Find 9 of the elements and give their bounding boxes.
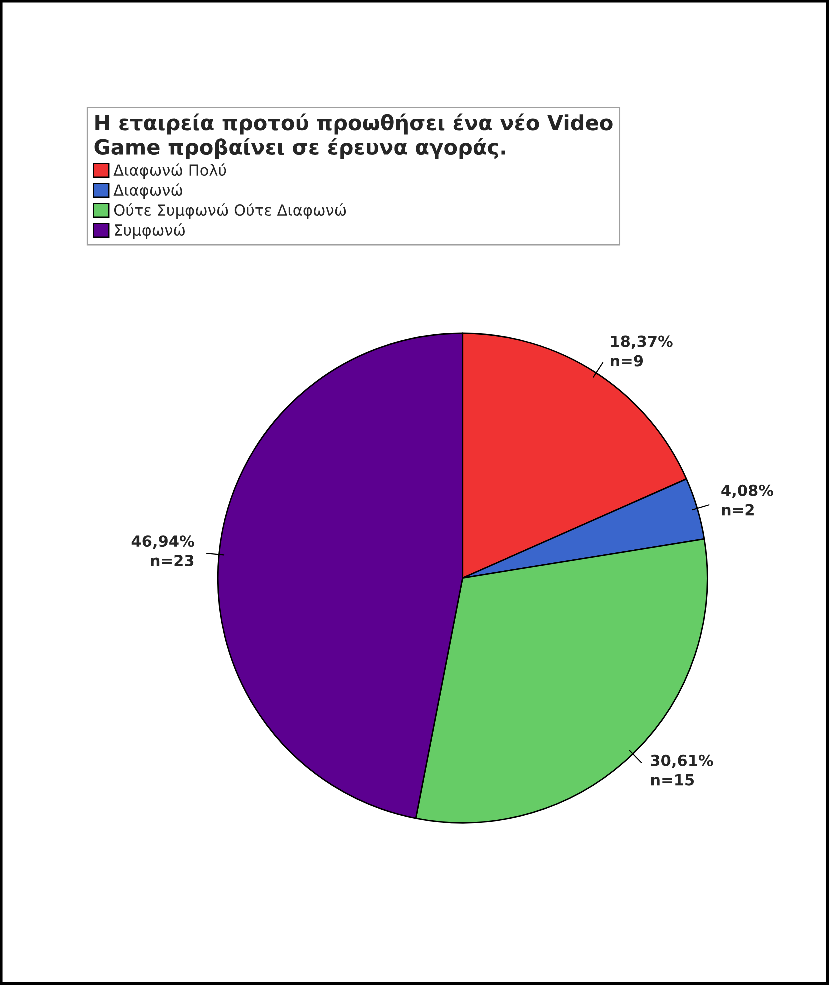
legend-label: Διαφωνώ Πολύ — [114, 164, 226, 180]
data-label: 18,37% n=9 — [611, 336, 673, 367]
data-label: 30,61% n=15 — [651, 754, 714, 786]
data-label: 4,08% n=2 — [722, 484, 774, 516]
legend-label: Διαφωνώ — [114, 184, 182, 200]
data-label: 46,94% n=23 — [132, 536, 194, 567]
legend-label: Συμφωνώ — [115, 224, 185, 239]
legend-label: Ούτε Συμφωνώ Ούτε Διαφωνώ — [114, 204, 346, 220]
legend-title: Η εταιρεία προτού προωθήσει ένα νέο Video Game προβαίνει σε έρευνα αγοράς. — [94, 114, 613, 160]
